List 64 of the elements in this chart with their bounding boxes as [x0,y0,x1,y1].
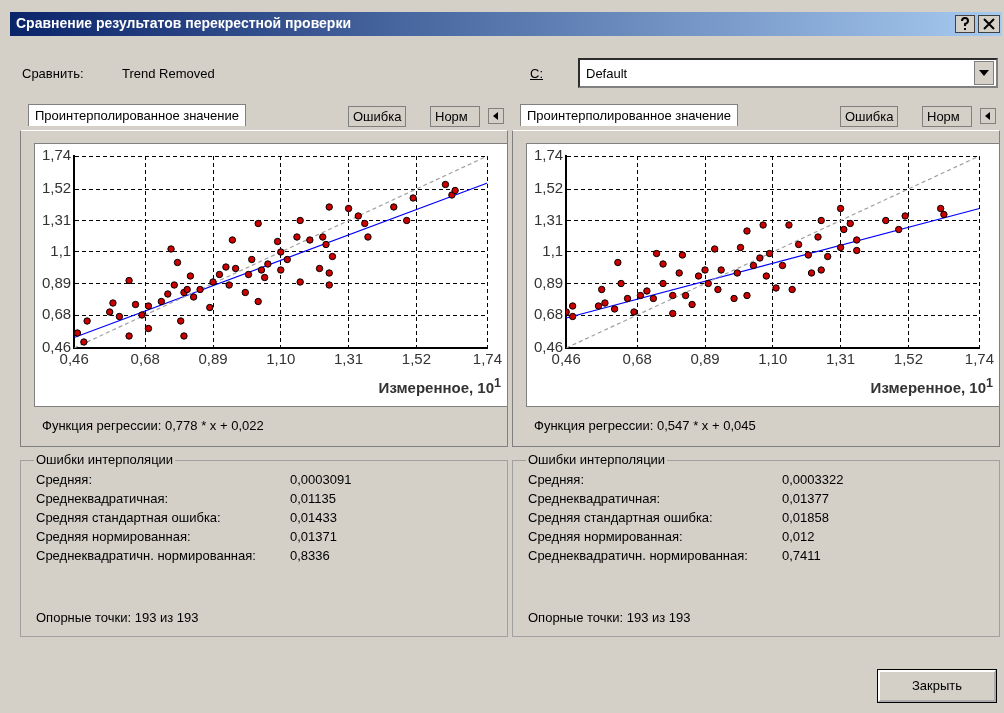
y-tick-label: 1,31 [41,210,72,228]
x-axis-title: Измеренное, 10$^{1}$ [377,376,501,396]
text: Норм [922,106,972,127]
text: Сравнение результатов перекрестной проверки [16,15,352,31]
text: 0,01433 [290,510,337,525]
y-tick-label: 0,89 [41,273,72,291]
x-tick-label: 1,31 [333,350,364,368]
text: 0,01858 [782,510,829,525]
x-axis-title: Измеренное, 10$^{1}$ [869,376,993,396]
text: 0,01377 [782,491,829,506]
text: Ошибки интерполяции [34,452,176,467]
text: Функция регрессии: 0,547 * x + 0,045 [534,418,756,433]
x-tick-label: 0,89 [690,350,720,368]
y-tick-label: 1,52 [533,179,564,197]
text: 0,7411 [782,548,821,563]
text: Средняя нормированная: [528,529,683,544]
text: Средняя: [36,472,93,487]
y-tick-label: 1,1 [50,242,72,260]
y-tick-label: 1,74 [41,146,72,164]
text: Trend Removed [122,66,215,81]
text: Закрыть [878,670,996,702]
text: Опорные точки: 193 из 193 [528,610,691,625]
x-tick-label: 1,10 [266,350,296,368]
x-tick-label: 0,68 [130,350,160,368]
text: Ошибка [348,106,407,127]
y-tick-label: 0,68 [41,305,72,323]
x-tick-label: 1,52 [893,350,923,368]
text: Проинтерполированное значение [28,104,246,126]
text: Сравнить: [22,66,84,81]
text: 0,0003091 [290,472,352,487]
text: Проинтерполированное значение [520,104,738,126]
y-tick-label: 1,1 [542,242,564,260]
text: 0,0003322 [782,472,844,487]
text: Средняя стандартная ошибка: [528,510,713,525]
text: 0,012 [782,529,815,544]
text: Ошибка [840,106,899,127]
y-tick-label: 1,31 [533,210,564,228]
y-tick-label: 1,52 [41,179,72,197]
x-tick-label: 1,31 [825,350,856,368]
text: Средняя нормированная: [36,529,191,544]
x-tick-label: 1,74 [964,350,994,368]
text: Ошибки интерполяции [526,452,668,467]
text: Опорные точки: 193 из 193 [36,610,199,625]
x-tick-label: 1,74 [472,350,502,368]
text: Среднеквадратичн. нормированная: [36,548,256,563]
text: Средняя стандартная ошибка: [36,510,221,525]
x-tick-label: 0,89 [198,350,228,368]
x-tick-label: 0,68 [622,350,652,368]
text: C: [530,66,543,81]
text: 0,01135 [290,491,337,506]
x-tick-label: 1,52 [401,350,431,368]
text: Среднеквадратичная: [528,491,661,506]
y-tick-label: 0,68 [533,305,564,323]
text: Среднеквадратичная: [36,491,169,506]
text: 0,01371 [290,529,337,544]
text: Среднеквадратичн. нормированная: [528,548,748,563]
text: Средняя: [528,472,585,487]
text: Норм [430,106,480,127]
text: Default [586,66,628,81]
x-tick-label: 1,10 [758,350,788,368]
text: Функция регрессии: 0,778 * x + 0,022 [42,418,264,433]
y-tick-label: 1,74 [533,146,564,164]
y-tick-label: 0,89 [533,273,564,291]
text: 0,8336 [290,548,330,563]
